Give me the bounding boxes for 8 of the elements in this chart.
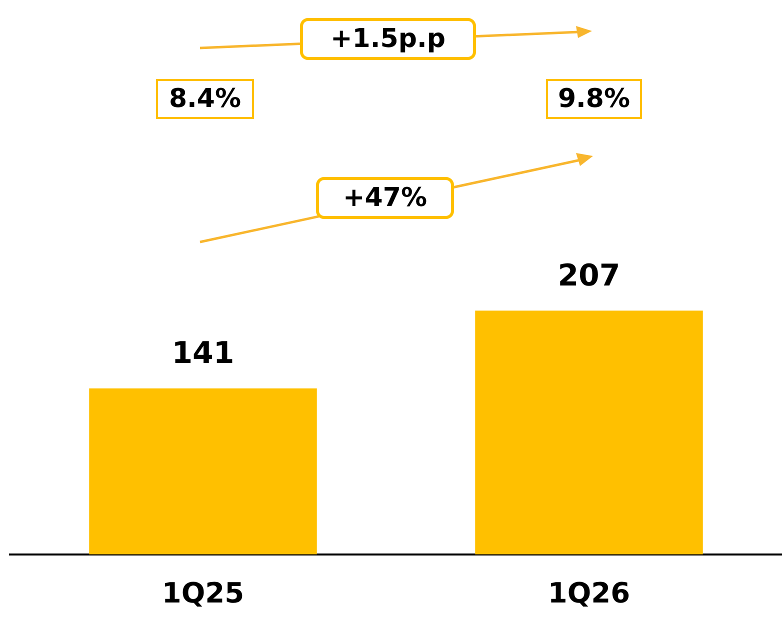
data-label: 141 — [172, 336, 234, 372]
text: 8.4% — [156, 79, 254, 119]
text: 9.8% — [546, 79, 642, 119]
x-tick-label: 1Q26 — [548, 576, 630, 610]
x-tick-label: 1Q25 — [162, 576, 244, 610]
text: +1.5p.p — [300, 18, 476, 60]
data-label: 207 — [558, 258, 620, 294]
text: +47% — [316, 177, 454, 219]
